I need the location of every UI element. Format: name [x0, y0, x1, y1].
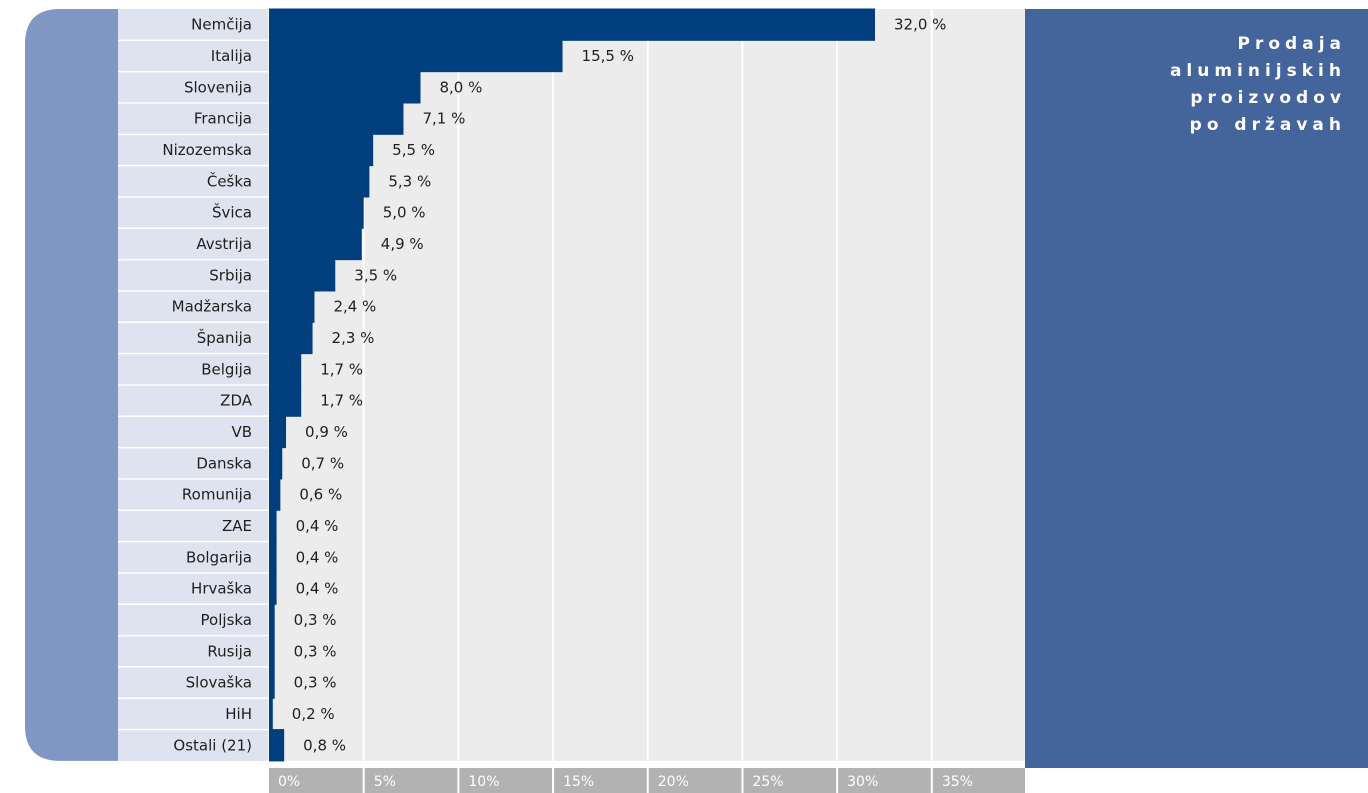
title-panel: Prodaja aluminijskih proizvodov po držav… — [1025, 9, 1368, 768]
category-label: Nizozemska — [162, 141, 252, 159]
category-label: Slovenija — [184, 78, 252, 96]
bar — [269, 541, 277, 574]
bar — [269, 8, 875, 41]
value-labels: 32,0 % 15,5 % 8,0 % 7,1 % 5,5 % 5,3 % 5,0 % 4,9… — [292, 16, 947, 755]
category-label: Hrvaška — [191, 580, 252, 598]
bar — [269, 603, 275, 637]
bar — [269, 415, 287, 449]
tick-cell — [459, 768, 553, 793]
category-labels: Nemčija Italija Slovenija Francija Nizozemsk… — [162, 16, 252, 755]
bar — [269, 447, 283, 480]
value-label: 5,5 % — [392, 141, 435, 159]
category-label: Romunija — [182, 486, 252, 504]
left-accent-panel — [25, 9, 118, 761]
value-label: 0,8 % — [303, 736, 346, 754]
category-label: Češka — [207, 171, 252, 190]
bar — [269, 259, 336, 292]
value-label: 0,6 % — [299, 486, 342, 504]
bar — [269, 509, 277, 543]
bar — [269, 353, 302, 386]
bar — [269, 290, 315, 323]
gridlines — [362, 9, 933, 761]
value-label: 32,0 % — [894, 16, 946, 34]
bar — [269, 478, 281, 511]
tick-cell — [554, 768, 647, 793]
tick-label: 15% — [563, 774, 594, 790]
category-label: Srbija — [209, 266, 252, 284]
category-label: Slovaška — [186, 674, 252, 692]
category-label: HiH — [225, 705, 252, 723]
chart-title: Prodaja aluminijskih proizvodov po držav… — [1169, 34, 1346, 135]
category-label: Belgija — [201, 360, 252, 378]
x-axis: 0% 5% 10% 15% 20% 25% 30% 35% — [269, 768, 1025, 793]
bar — [269, 697, 273, 731]
category-label: ZDA — [220, 392, 253, 410]
value-label: 5,0 % — [383, 204, 426, 222]
category-label: Danska — [196, 454, 252, 472]
bar — [269, 39, 563, 73]
category-label: Ostali (21) — [173, 736, 252, 754]
value-label: 7,1 % — [422, 110, 465, 128]
value-label: 1,7 % — [320, 392, 363, 410]
tick-label: 10% — [468, 774, 499, 790]
category-label: Španija — [197, 328, 252, 347]
category-label: Švica — [212, 203, 252, 222]
tick-cell — [364, 768, 458, 793]
tick-cell — [838, 768, 931, 793]
value-label: 0,7 % — [301, 454, 344, 472]
value-label: 0,4 % — [296, 580, 339, 598]
category-label: Rusija — [207, 642, 252, 660]
bar — [269, 71, 421, 104]
category-label: Madžarska — [172, 298, 252, 316]
category-label: Italija — [211, 47, 252, 65]
tick-label: 35% — [942, 774, 973, 790]
tick-label: 20% — [658, 774, 689, 790]
value-label: 0,2 % — [292, 705, 335, 723]
tick-label: 5% — [374, 774, 396, 790]
bar — [269, 196, 364, 229]
value-label: 8,0 % — [440, 78, 483, 96]
category-label: ZAE — [222, 517, 252, 535]
value-label: 2,3 % — [332, 329, 375, 347]
category-label: VB — [231, 423, 252, 441]
tick-label: 30% — [847, 774, 878, 790]
tick-label: 25% — [752, 774, 783, 790]
tick-label: 0% — [278, 774, 300, 790]
category-label: Nemčija — [191, 16, 252, 34]
tick-cell — [269, 768, 363, 793]
bar — [269, 133, 374, 167]
value-label: 15,5 % — [582, 47, 634, 65]
bars — [269, 8, 875, 762]
bar — [269, 729, 285, 762]
value-label: 2,4 % — [333, 298, 376, 316]
bar — [269, 666, 275, 699]
bar — [269, 165, 370, 198]
value-label: 0,3 % — [294, 642, 337, 660]
value-label: 0,9 % — [305, 423, 348, 441]
tick-cell — [743, 768, 837, 793]
value-label: 1,7 % — [320, 360, 363, 378]
bar — [269, 321, 313, 355]
value-label: 5,3 % — [388, 172, 431, 190]
value-label: 0,4 % — [296, 517, 339, 535]
tick-cell — [648, 768, 742, 793]
tick-cell — [932, 768, 1025, 793]
value-label: 0,4 % — [296, 548, 339, 566]
bar — [269, 572, 277, 605]
bar — [269, 384, 302, 417]
bar — [269, 635, 275, 668]
row-separators — [118, 9, 270, 761]
category-label: Francija — [194, 110, 252, 128]
bar — [269, 102, 404, 135]
value-label: 0,3 % — [294, 674, 337, 692]
category-label: Avstrija — [196, 235, 252, 253]
bar — [269, 227, 362, 261]
category-label: Poljska — [201, 611, 252, 629]
value-label: 0,3 % — [294, 611, 337, 629]
value-label: 4,9 % — [381, 235, 424, 253]
category-label: Bolgarija — [186, 548, 252, 566]
value-label: 3,5 % — [354, 266, 397, 284]
